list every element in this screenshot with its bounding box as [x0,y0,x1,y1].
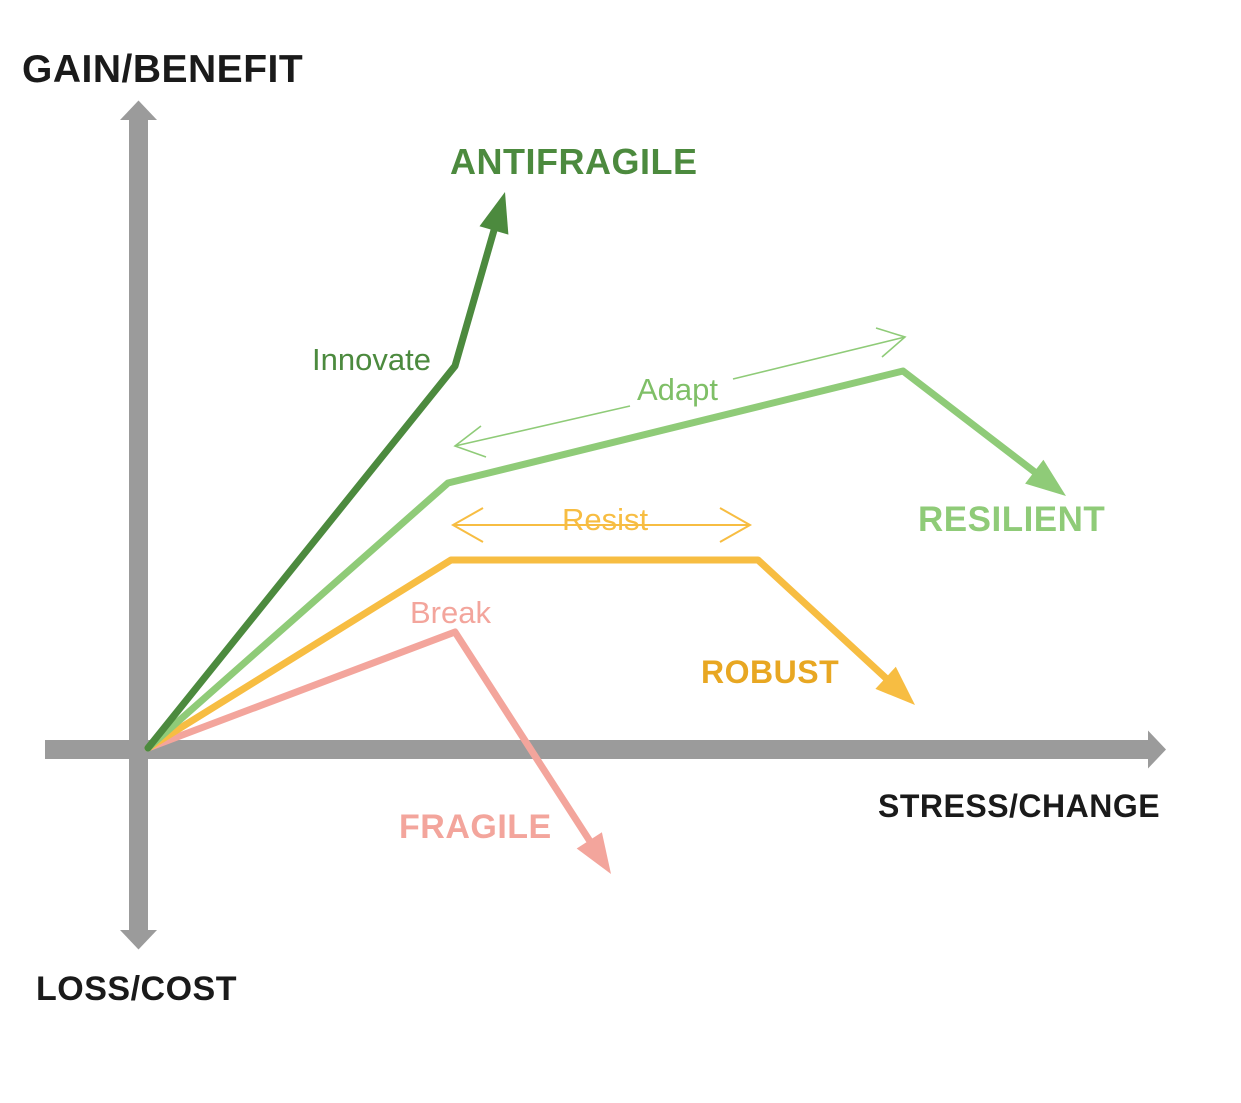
svg-text:ANTIFRAGILE: ANTIFRAGILE [450,141,697,182]
svg-text:Break: Break [410,595,491,630]
svg-text:ROBUST: ROBUST [701,654,839,690]
svg-text:LOSS/COST: LOSS/COST [36,970,237,1008]
svg-text:RESILIENT: RESILIENT [918,500,1105,539]
svg-text:Adapt: Adapt [637,372,718,407]
svg-text:GAIN/BENEFIT: GAIN/BENEFIT [22,48,303,91]
svg-text:Innovate: Innovate [312,342,431,377]
svg-text:STRESS/CHANGE: STRESS/CHANGE [878,788,1160,824]
svg-text:Resist: Resist [562,502,649,537]
svg-text:FRAGILE: FRAGILE [399,808,552,846]
